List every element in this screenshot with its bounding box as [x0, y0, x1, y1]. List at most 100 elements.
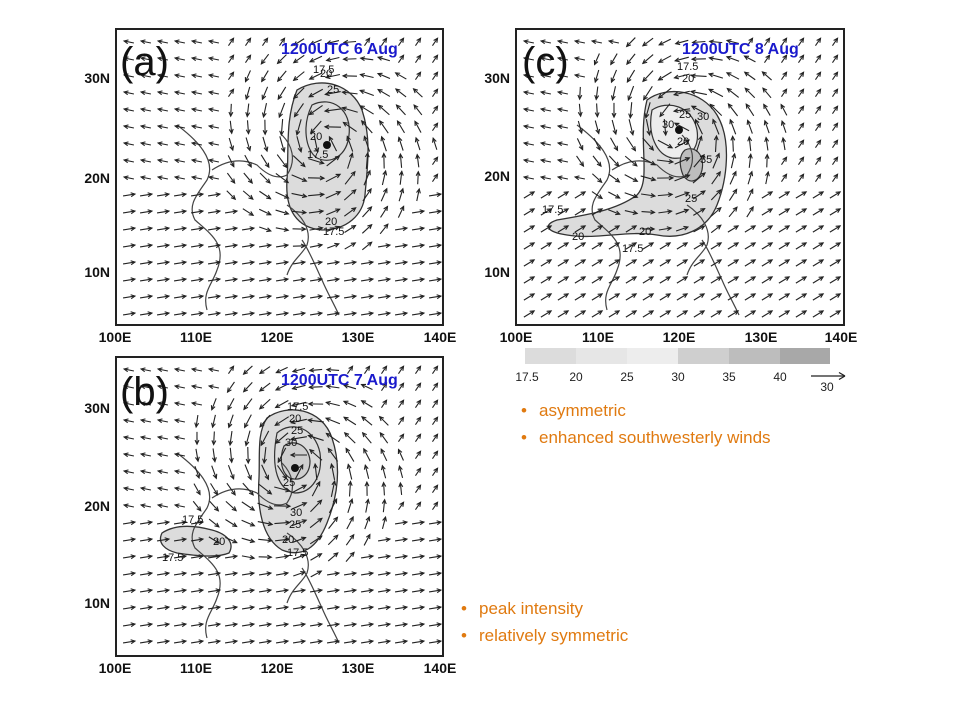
wind-vector-arrow-icon: [241, 519, 256, 527]
wind-vector-arrow-icon: [398, 54, 405, 64]
wind-vector-arrow-icon: [540, 276, 553, 284]
wind-vector-arrow-icon: [398, 433, 405, 443]
wind-vector-arrow-icon: [156, 435, 169, 441]
bullet-dot-icon: •: [521, 428, 527, 447]
wind-vector-arrow-icon: [556, 73, 569, 79]
wind-vector-arrow-icon: [277, 465, 288, 480]
wind-vector-arrow-icon: [761, 191, 774, 199]
wind-vector-arrow-icon: [343, 416, 357, 426]
wind-vector-arrow-icon: [540, 310, 553, 318]
wind-vector-arrow-icon: [432, 450, 439, 460]
wind-vector-arrow-icon: [194, 414, 200, 429]
wind-vector-arrow-icon: [292, 38, 305, 46]
shading-legend: 17.5 20 25 30 35 40 30: [515, 348, 855, 396]
wind-vector-arrow-icon: [411, 243, 426, 249]
wind-vector-arrow-icon: [173, 124, 186, 130]
wind-vector-arrow-icon: [415, 170, 421, 185]
wind-vector-arrow-icon: [207, 175, 220, 181]
wind-vector-arrow-icon: [574, 259, 587, 267]
wind-vector-arrow-icon: [122, 243, 137, 249]
wind-vector-arrow-icon: [411, 226, 426, 232]
wind-vector-arrow-icon: [261, 70, 269, 83]
wind-vector-arrow-icon: [625, 242, 638, 250]
wind-vector-arrow-icon: [415, 433, 422, 443]
wind-vector-arrow-icon: [523, 225, 536, 233]
wind-vector-arrow-icon: [778, 276, 791, 284]
wind-vector-arrow-icon: [292, 209, 308, 215]
wind-vector-arrow-icon: [624, 174, 639, 182]
wind-vector-arrow-icon: [122, 158, 135, 164]
wind-vector-arrow-icon: [744, 293, 757, 301]
wind-vector-arrow-icon: [761, 242, 774, 250]
wind-vector-arrow-icon: [540, 208, 553, 216]
wind-vector-arrow-icon: [556, 56, 569, 62]
wind-vector-arrow-icon: [574, 191, 587, 199]
wind-vector-arrow-icon: [139, 141, 152, 147]
wind-vector-arrow-icon: [707, 72, 724, 79]
lon-label-b-100: 100E: [98, 660, 132, 676]
wind-vector-arrow-icon: [224, 605, 239, 611]
wind-vector-arrow-icon: [364, 365, 371, 375]
wind-vector-arrow-icon: [211, 465, 218, 480]
wind-vector-arrow-icon: [326, 639, 341, 645]
wind-vector-arrow-icon: [207, 605, 222, 611]
wind-vector-arrow-icon: [693, 276, 706, 284]
wind-vector-arrow-icon: [190, 124, 203, 130]
wind-vector-arrow-icon: [556, 141, 569, 147]
wind-vector-arrow-icon: [610, 86, 617, 101]
wind-vector-arrow-icon: [275, 571, 290, 577]
contour-label: 25: [685, 193, 697, 205]
wind-vector-arrow-icon: [522, 39, 535, 45]
wind-vector-arrow-icon: [324, 73, 341, 80]
wind-vector-arrow-icon: [258, 311, 273, 317]
wind-vector-arrow-icon: [415, 416, 422, 426]
wind-vector-arrow-icon: [228, 365, 235, 375]
wind-vector-arrow-icon: [122, 90, 135, 96]
wind-vector-arrow-icon: [262, 446, 267, 465]
wind-vector-arrow-icon: [693, 259, 706, 267]
wind-vector-arrow-icon: [225, 536, 238, 544]
contour-line-b: [274, 426, 322, 494]
wind-vector-arrow-icon: [277, 447, 287, 464]
wind-vector-arrow-icon: [432, 173, 439, 183]
wind-vector-arrow-icon: [210, 398, 217, 411]
wind-vector-arrow-icon: [394, 72, 407, 80]
wind-vector-arrow-icon: [342, 56, 357, 62]
wind-vector-arrow-icon: [829, 259, 842, 267]
wind-vector-arrow-icon: [359, 56, 374, 62]
wind-vector-arrow-icon: [829, 225, 842, 233]
wind-vector-arrow-icon: [309, 294, 324, 300]
wind-vector-arrow-icon: [727, 293, 740, 301]
wind-vector-arrow-icon: [711, 170, 722, 185]
lon-label-c-140: 140E: [824, 329, 858, 345]
lat-label-a-10: 10N: [84, 264, 110, 280]
wind-vector-arrow-icon: [539, 73, 552, 79]
wind-vector-arrow-icon: [241, 622, 256, 628]
wind-vector-arrow-icon: [522, 175, 535, 181]
wind-vector-arrow-icon: [156, 554, 171, 560]
wind-vector-arrow-icon: [292, 622, 307, 628]
wind-vector-arrow-icon: [156, 56, 169, 62]
wind-vector-arrow-icon: [275, 622, 290, 628]
wind-vector-arrow-icon: [190, 554, 205, 560]
wind-vector-arrow-icon: [190, 571, 205, 577]
wind-vector-arrow-icon: [539, 90, 552, 96]
wind-vector-arrow-icon: [761, 71, 772, 81]
wind-vector-arrow-icon: [139, 469, 152, 475]
wind-vector-arrow-icon: [381, 382, 388, 392]
wind-vector-arrow-icon: [428, 537, 442, 543]
wind-vector-arrow-icon: [275, 366, 288, 374]
wind-vector-arrow-icon: [764, 136, 770, 151]
wind-vector-arrow-icon: [432, 433, 439, 443]
wind-vector-arrow-icon: [242, 190, 254, 200]
wind-vector-arrow-icon: [342, 400, 357, 408]
wind-vector-arrow-icon: [798, 88, 805, 98]
wind-vector-arrow-icon: [432, 416, 439, 426]
wind-vector-arrow-icon: [610, 53, 618, 66]
wind-vector-arrow-icon: [190, 107, 203, 113]
wind-vector-arrow-icon: [398, 501, 405, 511]
wind-vector-arrow-icon: [557, 225, 570, 233]
wind-vector-arrow-icon: [360, 416, 373, 426]
wind-vector-arrow-icon: [156, 192, 171, 198]
wind-vector-arrow-icon: [574, 310, 587, 318]
